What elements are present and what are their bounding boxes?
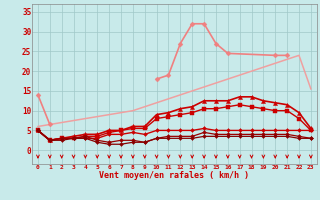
X-axis label: Vent moyen/en rafales ( km/h ): Vent moyen/en rafales ( km/h ) bbox=[100, 171, 249, 180]
